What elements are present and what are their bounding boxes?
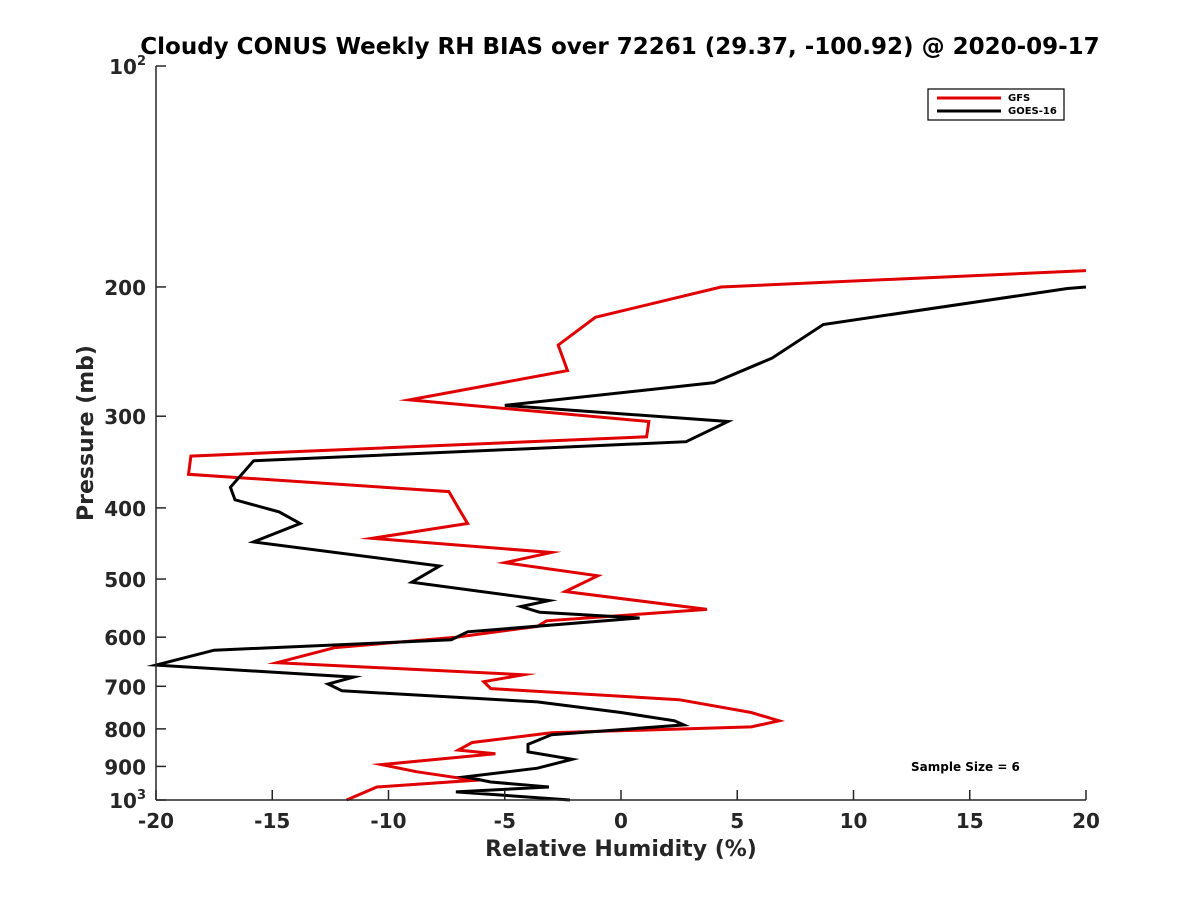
y-axis-label: Pressure (mb) xyxy=(74,345,99,521)
series-goes16 xyxy=(146,285,1087,802)
x-tick-label: -10 xyxy=(370,809,406,833)
x-tick-label: -5 xyxy=(494,809,516,833)
legend-box xyxy=(927,88,1065,121)
x-axis-label: Relative Humidity (%) xyxy=(485,837,757,862)
legend-label-gfs: GFS xyxy=(1008,93,1030,104)
x-tick-label: 10 xyxy=(840,809,868,833)
x-tick-label: 0 xyxy=(614,809,628,833)
legend: GFS GOES-16 xyxy=(927,88,1065,121)
y-tick-label: 500 xyxy=(104,568,146,592)
series-gfs xyxy=(186,269,1087,802)
y-tick-label: 800 xyxy=(104,718,146,742)
y-tick-label: 700 xyxy=(104,675,146,699)
sample-size-annotation: Sample Size = 6 xyxy=(911,760,1020,774)
y-tick-label: 400 xyxy=(104,497,146,521)
legend-label-goes16: GOES-16 xyxy=(1008,106,1057,117)
y-tick-label: 102 xyxy=(109,54,146,79)
y-ticks: 102 200 300 400 500 600 700 800 900 103 xyxy=(104,54,166,813)
series-layer xyxy=(146,269,1087,802)
y-tick-label: 200 xyxy=(104,276,146,300)
x-tick-label: 20 xyxy=(1072,809,1100,833)
x-tick-label: 5 xyxy=(730,809,744,833)
series-line-gfs xyxy=(186,269,1087,802)
x-tick-label: 15 xyxy=(956,809,984,833)
y-tick-label: 103 xyxy=(109,788,146,813)
y-tick-label: 900 xyxy=(104,755,146,779)
chart-title: Cloudy CONUS Weekly RH BIAS over 72261 (… xyxy=(140,34,1099,60)
y-tick-label: 300 xyxy=(104,405,146,429)
y-tick-label: 600 xyxy=(104,626,146,650)
x-tick-label: -15 xyxy=(254,809,290,833)
x-tick-label: -20 xyxy=(138,809,174,833)
x-ticks: -20 -15 -10 -5 0 5 10 15 20 xyxy=(138,790,1100,833)
